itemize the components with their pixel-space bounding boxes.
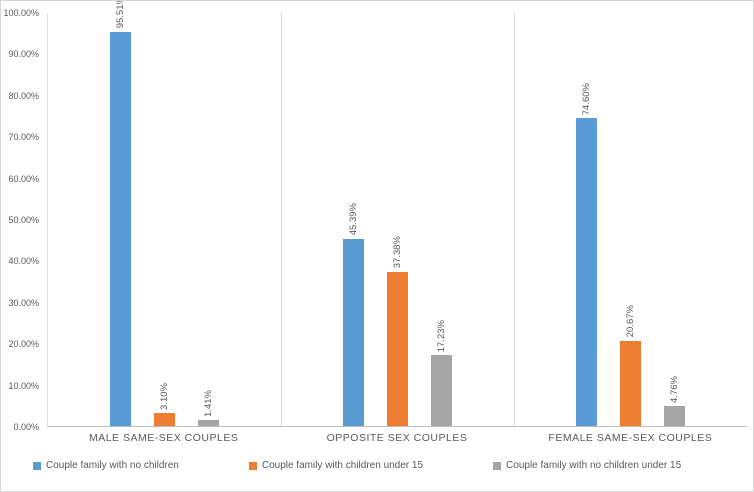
y-axis-tick-label: 70.00% xyxy=(8,132,39,143)
bar-value-label: 17.23% xyxy=(435,319,447,352)
bar-series-3 xyxy=(431,354,452,426)
legend-swatch-icon xyxy=(248,461,257,470)
bar-value-label: 3.10% xyxy=(158,383,170,411)
bar-value-label: 4.76% xyxy=(668,376,680,404)
bar-value-label: 1.41% xyxy=(202,390,214,418)
bar-slot: 20.67% xyxy=(620,13,641,426)
legend-swatch-icon xyxy=(493,461,502,470)
y-axis-tick-label: 90.00% xyxy=(8,49,39,60)
y-axis-tick-label: 80.00% xyxy=(8,90,39,101)
plot-area: 95.51% 3.10% 1.41% 45.39% 37.38% 17.23% 74.60%… xyxy=(47,1,747,427)
bar-series-2 xyxy=(620,340,641,426)
group-separator xyxy=(514,13,515,426)
legend: Couple family with no children Couple fam… xyxy=(33,460,749,471)
y-axis-tick-label: 50.00% xyxy=(8,215,39,225)
bar-slot: 1.41% xyxy=(198,13,219,426)
legend-label: Couple family with no children under 15 xyxy=(506,460,682,471)
bar-series-1 xyxy=(110,31,131,426)
bar-series-2 xyxy=(154,413,175,426)
legend-item: Couple family with no children under 15 xyxy=(493,460,681,471)
bar-slot: 45.39% xyxy=(343,13,364,426)
bar-group: 95.51% 3.10% 1.41% xyxy=(48,1,281,426)
bar-series-3 xyxy=(198,420,219,426)
bar-slot: 17.23% xyxy=(431,13,452,426)
y-axis-tick-label: 0.00% xyxy=(13,422,39,432)
bar-series-3 xyxy=(664,406,685,426)
x-axis-labels: MALE SAME-SEX COUPLES OPPOSITE SEX COUPLE… xyxy=(47,432,747,444)
y-axis: 100.00% 90.00% 80.00% 70.00% 60.00% 50.00% 40.… xyxy=(1,8,43,432)
y-axis-tick-label: 100.00% xyxy=(3,8,39,18)
bar-slot: 37.38% xyxy=(387,13,408,426)
y-axis-tick-label: 20.00% xyxy=(8,339,39,350)
bar-group: 45.39% 37.38% 17.23% xyxy=(281,13,514,426)
category-label: FEMALE SAME-SEX COUPLES xyxy=(548,432,713,444)
bar-value-label: 37.38% xyxy=(391,236,403,269)
bar-slot: 4.76% xyxy=(664,13,685,426)
legend-label: Couple family with children under 15 xyxy=(261,460,424,471)
bar-series-1 xyxy=(576,117,597,426)
group-separator xyxy=(281,13,282,426)
legend-swatch-icon xyxy=(33,461,41,470)
bar-slot: 95.51% xyxy=(110,1,131,426)
bar-value-label: 74.60% xyxy=(580,82,592,115)
bar-slot: 3.10% xyxy=(154,13,175,426)
bar-series-2 xyxy=(387,271,408,426)
bar-value-label: 45.39% xyxy=(347,203,359,236)
y-axis-tick-label: 40.00% xyxy=(8,256,39,267)
y-axis-tick-label: 10.00% xyxy=(8,380,39,391)
category-label: OPPOSITE SEX COUPLES xyxy=(326,432,468,444)
y-axis-tick-label: 30.00% xyxy=(8,297,39,308)
bar-group: 74.60% 20.67% 4.76% xyxy=(514,13,747,426)
y-axis-tick-label: 60.00% xyxy=(8,173,39,184)
category-label: MALE SAME-SEX COUPLES xyxy=(88,432,239,444)
legend-item: Couple family with children under 15 xyxy=(248,460,424,471)
bar-value-label: 95.51% xyxy=(114,0,126,29)
legend-label: Couple family with no children xyxy=(46,460,179,471)
bar-slot: 74.60% xyxy=(576,13,597,426)
legend-item: Couple family with no children xyxy=(33,460,179,471)
bar-series-1 xyxy=(343,238,364,426)
bar-value-label: 20.67% xyxy=(624,305,636,338)
